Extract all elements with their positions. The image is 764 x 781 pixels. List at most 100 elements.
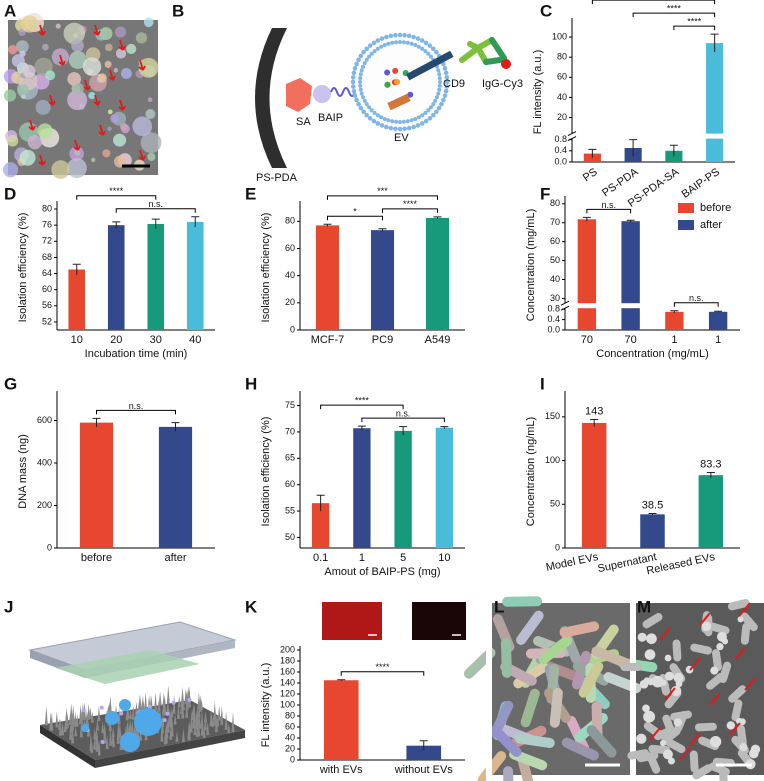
y-tick-label: 600 bbox=[37, 415, 52, 425]
error-bar bbox=[433, 216, 442, 219]
panel-label: A bbox=[4, 1, 16, 20]
error-bar bbox=[626, 219, 635, 223]
texture bbox=[102, 149, 111, 158]
rod bbox=[586, 725, 617, 758]
texture bbox=[110, 114, 120, 123]
lipid bbox=[367, 105, 372, 110]
vesicle bbox=[643, 710, 656, 723]
nanowire bbox=[103, 722, 107, 736]
rod bbox=[711, 649, 722, 671]
y-tick-label: 20 bbox=[285, 743, 295, 753]
x-axis-label: Concentration (mg/mL) bbox=[596, 348, 709, 360]
axis-break-mark bbox=[567, 131, 577, 142]
texture bbox=[68, 50, 87, 69]
rod bbox=[672, 639, 682, 662]
texture bbox=[126, 43, 137, 55]
y-tick-label: 60 bbox=[42, 284, 52, 294]
lipid bbox=[437, 72, 442, 77]
y-tick-label: 80 bbox=[285, 216, 295, 226]
lipid bbox=[358, 80, 362, 84]
lipid bbox=[367, 116, 373, 121]
nanowire bbox=[185, 695, 189, 711]
rod bbox=[665, 738, 686, 754]
lipid bbox=[379, 123, 385, 128]
panel-label: J bbox=[4, 597, 13, 616]
x-tick-label: 0.1 bbox=[313, 552, 328, 564]
lipid bbox=[394, 119, 399, 124]
x-tick-label: 20 bbox=[110, 334, 122, 346]
nanowire bbox=[227, 723, 231, 734]
lipid bbox=[390, 40, 395, 45]
lipid bbox=[358, 72, 363, 77]
lipid bbox=[415, 36, 421, 41]
lipid bbox=[405, 40, 410, 45]
texture bbox=[33, 73, 50, 90]
lipid bbox=[364, 46, 370, 52]
nanowire bbox=[217, 705, 221, 721]
lipid bbox=[372, 110, 377, 115]
y-tick-label: 60 bbox=[550, 236, 560, 246]
particle bbox=[119, 711, 124, 716]
axis-break bbox=[568, 133, 735, 139]
lipid bbox=[413, 43, 418, 48]
texture bbox=[113, 133, 127, 147]
lipid bbox=[437, 87, 442, 92]
bar bbox=[315, 225, 340, 330]
rod bbox=[708, 762, 730, 776]
x-tick-label: 70 bbox=[581, 334, 593, 346]
significance-bracket bbox=[76, 195, 157, 200]
particle bbox=[81, 708, 86, 713]
nanowire bbox=[214, 714, 218, 733]
panel-label: B bbox=[172, 1, 184, 20]
nanowire bbox=[190, 708, 194, 721]
x-tick-label: before bbox=[81, 552, 112, 564]
lipid bbox=[361, 64, 366, 69]
texture bbox=[120, 122, 128, 131]
rod bbox=[559, 621, 600, 638]
texture bbox=[8, 44, 18, 55]
panel-label: L bbox=[494, 597, 504, 616]
bar bbox=[577, 219, 597, 330]
arrow bbox=[709, 692, 721, 706]
vesicle bbox=[639, 679, 649, 689]
particle bbox=[147, 704, 152, 709]
nanowire bbox=[184, 688, 188, 705]
significance-bracket bbox=[115, 208, 196, 213]
significance-label: **** bbox=[687, 16, 702, 26]
rod bbox=[694, 722, 717, 732]
y-tick-label: 400 bbox=[37, 457, 52, 467]
panel-label: K bbox=[245, 597, 258, 616]
lipid bbox=[430, 112, 436, 118]
y-tick-label: 40 bbox=[285, 270, 295, 280]
arrow bbox=[659, 627, 671, 641]
particle bbox=[100, 739, 105, 744]
texture bbox=[37, 123, 53, 139]
vesicle bbox=[644, 649, 656, 660]
vesicle bbox=[660, 739, 667, 747]
lipid bbox=[367, 54, 372, 59]
rod bbox=[727, 599, 750, 611]
error-bar bbox=[648, 512, 657, 516]
texture bbox=[73, 83, 84, 94]
lipid bbox=[406, 33, 412, 39]
x-tick-label: after bbox=[164, 552, 186, 564]
clip-l bbox=[486, 600, 492, 781]
significance-bracket bbox=[327, 215, 383, 221]
lipid bbox=[423, 118, 429, 124]
vesicle bbox=[710, 666, 719, 675]
vesicle bbox=[739, 743, 748, 752]
lipid bbox=[423, 49, 428, 54]
texture bbox=[132, 116, 153, 137]
bar bbox=[640, 514, 665, 548]
lipid bbox=[361, 109, 366, 115]
rod bbox=[500, 637, 512, 678]
y-tick-label: 100 bbox=[280, 699, 295, 709]
lipid bbox=[352, 66, 358, 71]
x-tick-label: 1 bbox=[671, 334, 677, 346]
vesicle bbox=[701, 621, 712, 632]
x-tick-label: 10 bbox=[438, 552, 450, 564]
nanowire bbox=[95, 731, 99, 752]
rod bbox=[728, 685, 747, 703]
error-bar bbox=[378, 228, 387, 232]
lipid bbox=[411, 34, 416, 40]
